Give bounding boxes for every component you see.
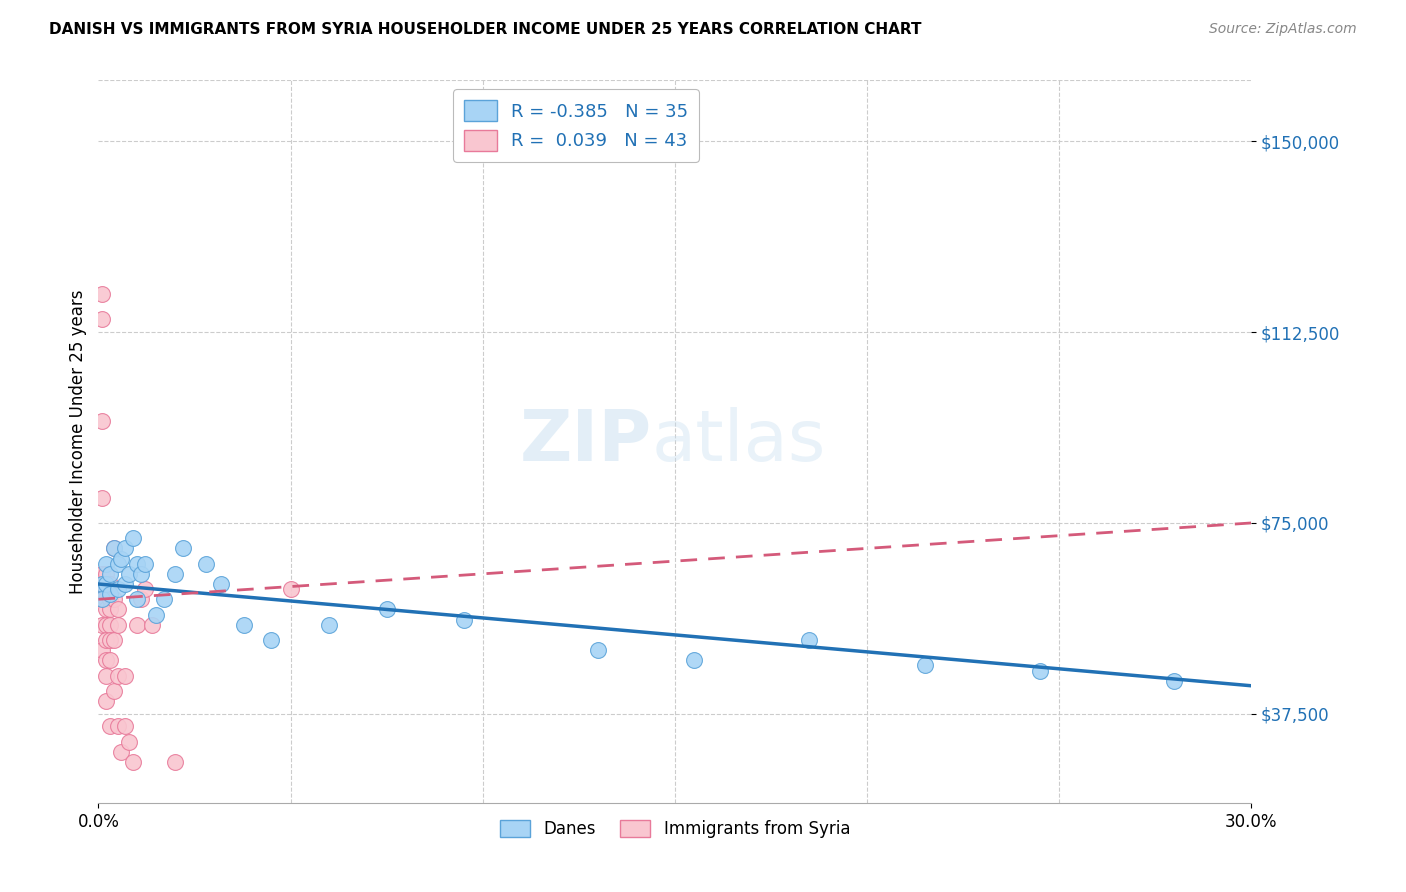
Point	[98, 719, 121, 733]
Point	[98, 587, 121, 601]
Point	[98, 653, 121, 667]
Point	[172, 541, 194, 556]
Point	[94, 602, 117, 616]
Point	[110, 745, 132, 759]
Point	[141, 617, 163, 632]
Point	[103, 541, 125, 556]
Point	[134, 582, 156, 596]
Point	[94, 617, 117, 632]
Point	[91, 643, 114, 657]
Point	[91, 617, 114, 632]
Point	[91, 287, 114, 301]
Point	[129, 592, 152, 607]
Text: ZIP: ZIP	[520, 407, 652, 476]
Point	[129, 566, 152, 581]
Point	[107, 582, 129, 596]
Point	[152, 592, 174, 607]
Point	[125, 592, 148, 607]
Point	[1029, 664, 1052, 678]
Text: DANISH VS IMMIGRANTS FROM SYRIA HOUSEHOLDER INCOME UNDER 25 YEARS CORRELATION CH: DANISH VS IMMIGRANTS FROM SYRIA HOUSEHOL…	[49, 22, 922, 37]
Point	[122, 755, 145, 769]
Point	[122, 531, 145, 545]
Point	[145, 607, 167, 622]
Point	[107, 668, 129, 682]
Point	[98, 617, 121, 632]
Point	[94, 566, 117, 581]
Point	[125, 617, 148, 632]
Point	[260, 632, 283, 647]
Point	[103, 632, 125, 647]
Point	[118, 735, 141, 749]
Point	[375, 602, 398, 616]
Point	[98, 632, 121, 647]
Point	[1163, 673, 1185, 688]
Text: atlas: atlas	[652, 407, 827, 476]
Point	[91, 566, 114, 581]
Legend: Danes, Immigrants from Syria: Danes, Immigrants from Syria	[494, 814, 856, 845]
Point	[799, 632, 821, 647]
Point	[98, 566, 121, 581]
Point	[94, 653, 117, 667]
Point	[118, 566, 141, 581]
Point	[91, 414, 114, 428]
Point	[134, 557, 156, 571]
Point	[98, 577, 121, 591]
Point	[453, 613, 475, 627]
Point	[98, 592, 121, 607]
Point	[91, 592, 114, 607]
Point	[114, 668, 136, 682]
Point	[195, 557, 218, 571]
Point	[114, 719, 136, 733]
Point	[103, 592, 125, 607]
Point	[114, 577, 136, 591]
Point	[94, 632, 117, 647]
Y-axis label: Householder Income Under 25 years: Householder Income Under 25 years	[69, 289, 87, 594]
Point	[107, 557, 129, 571]
Point	[103, 541, 125, 556]
Point	[91, 592, 114, 607]
Point	[914, 658, 936, 673]
Point	[318, 617, 340, 632]
Point	[165, 755, 187, 769]
Point	[94, 557, 117, 571]
Point	[125, 557, 148, 571]
Point	[91, 577, 114, 591]
Point	[586, 643, 609, 657]
Point	[107, 617, 129, 632]
Point	[98, 602, 121, 616]
Point	[94, 668, 117, 682]
Point	[91, 312, 114, 326]
Point	[165, 566, 187, 581]
Point	[280, 582, 302, 596]
Point	[91, 491, 114, 505]
Point	[94, 582, 117, 596]
Text: Source: ZipAtlas.com: Source: ZipAtlas.com	[1209, 22, 1357, 37]
Point	[233, 617, 256, 632]
Point	[209, 577, 232, 591]
Point	[94, 592, 117, 607]
Point	[103, 684, 125, 698]
Point	[94, 694, 117, 708]
Point	[107, 602, 129, 616]
Point	[114, 541, 136, 556]
Point	[94, 577, 117, 591]
Point	[683, 653, 706, 667]
Point	[107, 719, 129, 733]
Point	[110, 551, 132, 566]
